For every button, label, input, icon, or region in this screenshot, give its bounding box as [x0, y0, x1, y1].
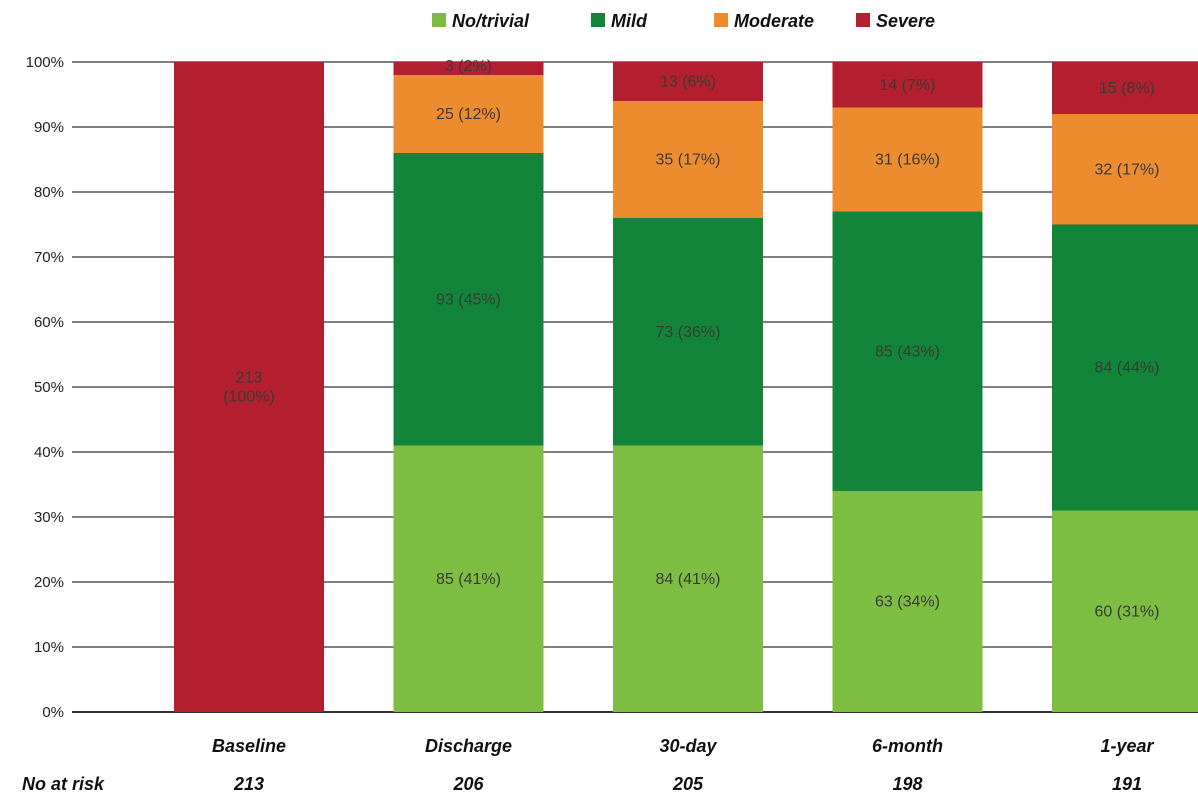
x-tick-label: 1-year	[1100, 736, 1154, 756]
risk-table-value: 205	[672, 774, 704, 794]
risk-table-value: 191	[1112, 774, 1142, 794]
data-label: 73 (36%)	[656, 324, 721, 341]
bar-segment-moderate	[832, 107, 983, 212]
data-label: (100%)	[223, 389, 275, 406]
legend: No/trivial Mild Moderate Severe	[432, 11, 935, 31]
x-tick-label: 30-day	[659, 736, 717, 756]
bar-segment-no-trivial	[393, 445, 544, 712]
y-tick-label: 0%	[42, 704, 64, 721]
legend-swatch	[856, 13, 870, 27]
bar-segment-severe	[1052, 62, 1198, 114]
data-label: 35 (17%)	[656, 152, 721, 169]
data-label: 85 (43%)	[875, 343, 940, 360]
y-tick-label: 50%	[34, 379, 64, 396]
x-tick-label: Discharge	[425, 736, 512, 756]
x-tick-label: 6-month	[872, 736, 943, 756]
legend-label: Mild	[611, 11, 648, 31]
bar-segment-mild	[1052, 224, 1198, 511]
y-axis: 0% 10% 20% 30% 40% 50% 60% 70% 80% 90% 100%	[26, 54, 64, 721]
data-label: 15 (8%)	[1099, 80, 1155, 97]
data-label: 93 (45%)	[436, 291, 501, 308]
data-label: 63 (34%)	[875, 594, 940, 611]
x-axis: Baseline Discharge 30-day 6-month 1-year	[212, 736, 1155, 756]
bar-segment-mild	[393, 153, 544, 446]
y-tick-label: 30%	[34, 509, 64, 526]
y-tick-label: 60%	[34, 314, 64, 331]
bar-segment-no-trivial	[1052, 510, 1198, 712]
y-tick-label: 40%	[34, 444, 64, 461]
x-tick-label: Baseline	[212, 736, 286, 756]
legend-swatch	[591, 13, 605, 27]
y-tick-label: 70%	[34, 249, 64, 266]
data-label: 14 (7%)	[879, 77, 935, 94]
y-tick-label: 100%	[26, 54, 64, 71]
bar-segment-severe	[174, 62, 324, 712]
y-tick-label: 10%	[34, 639, 64, 656]
risk-table: No at risk 213 206 205 198 191	[22, 774, 1142, 794]
legend-swatch	[714, 13, 728, 27]
y-tick-label: 20%	[34, 574, 64, 591]
bar-segment-moderate	[393, 75, 544, 153]
bar-segment-no-trivial	[832, 491, 983, 712]
bar-segment-moderate	[1052, 114, 1198, 225]
bar-segment-severe	[393, 62, 544, 75]
legend-swatch	[432, 13, 446, 27]
data-label: 25 (12%)	[436, 106, 501, 123]
risk-table-value: 206	[452, 774, 484, 794]
y-tick-label: 90%	[34, 119, 64, 136]
data-label: 213	[236, 370, 263, 387]
risk-table-label: No at risk	[22, 774, 105, 794]
data-label: 84 (41%)	[656, 571, 721, 588]
bar-segment-severe	[832, 62, 983, 108]
risk-table-value: 198	[892, 774, 922, 794]
bar-segment-moderate	[613, 101, 763, 218]
data-label: 84 (44%)	[1095, 360, 1160, 377]
bar-segment-no-trivial	[613, 445, 763, 712]
legend-label: Severe	[876, 11, 935, 31]
data-label: 60 (31%)	[1095, 603, 1160, 620]
risk-table-value: 213	[233, 774, 264, 794]
bar-segment-severe	[613, 62, 763, 101]
bars: 213 (100%) 85 (41%) 93 (45%) 25 (12%) 3 (2%) 8…	[174, 58, 1198, 712]
legend-label: Moderate	[734, 11, 814, 31]
data-label: 13 (6%)	[660, 74, 716, 91]
y-tick-label: 80%	[34, 184, 64, 201]
bar-segment-mild	[613, 218, 763, 446]
data-label: 3 (2%)	[445, 58, 492, 75]
data-label: 85 (41%)	[436, 571, 501, 588]
data-label: 31 (16%)	[875, 152, 940, 169]
data-label: 32 (17%)	[1095, 161, 1160, 178]
bar-segment-mild	[832, 211, 983, 491]
legend-label: No/trivial	[452, 11, 530, 31]
